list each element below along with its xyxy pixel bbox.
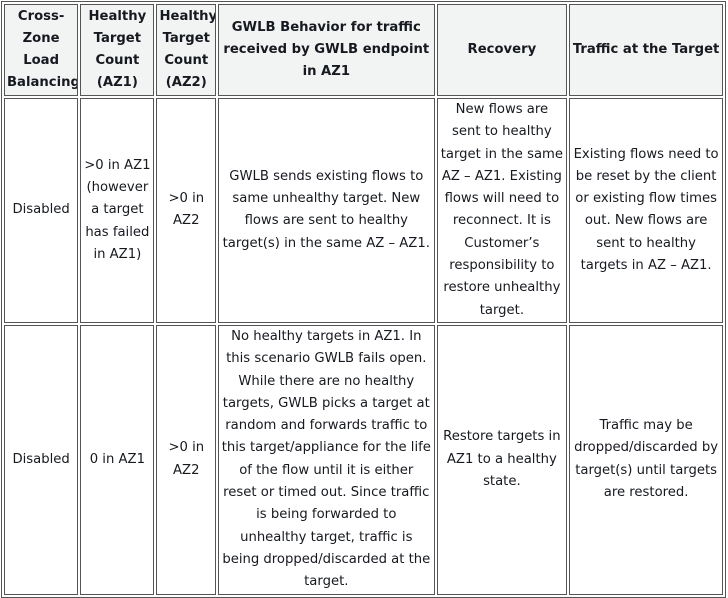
header-recovery: Recovery [436, 4, 568, 96]
cell-healthy-target-count-az1: >0 in AZ1 (however a target has failed i… [80, 98, 155, 323]
header-row: Cross-Zone Load Balancing Healthy Target… [4, 4, 723, 96]
header-gwlb-behavior: GWLB Behavior for traffic received by GW… [218, 4, 435, 96]
cell-cross-zone-load-balancing: Disabled [4, 98, 79, 323]
cell-traffic-at-target: Traffic may be dropped/discarded by targ… [569, 324, 723, 595]
cell-recovery: Restore targets in AZ1 to a healthy stat… [436, 324, 568, 595]
header-healthy-target-count-az2: Healthy Target Count (AZ2) [156, 4, 217, 96]
cell-traffic-at-target: Existing flows need to be reset by the c… [569, 98, 723, 323]
cell-gwlb-behavior: No healthy targets in AZ1. In this scena… [218, 324, 435, 595]
cell-gwlb-behavior: GWLB sends existing flows to same unheal… [218, 98, 435, 323]
header-cross-zone-load-balancing: Cross-Zone Load Balancing [4, 4, 79, 96]
cell-healthy-target-count-az2: >0 in AZ2 [156, 324, 217, 595]
cell-healthy-target-count-az1: 0 in AZ1 [80, 324, 155, 595]
cell-healthy-target-count-az2: >0 in AZ2 [156, 98, 217, 323]
header-traffic-at-target: Traffic at the Target [569, 4, 723, 96]
table-row: Disabled 0 in AZ1 >0 in AZ2 No healthy t… [4, 324, 723, 595]
table-row: Disabled >0 in AZ1 (however a target has… [4, 98, 723, 323]
cell-cross-zone-load-balancing: Disabled [4, 324, 79, 595]
cell-recovery: New flows are sent to healthy target in … [436, 98, 568, 323]
header-healthy-target-count-az1: Healthy Target Count (AZ1) [80, 4, 155, 96]
